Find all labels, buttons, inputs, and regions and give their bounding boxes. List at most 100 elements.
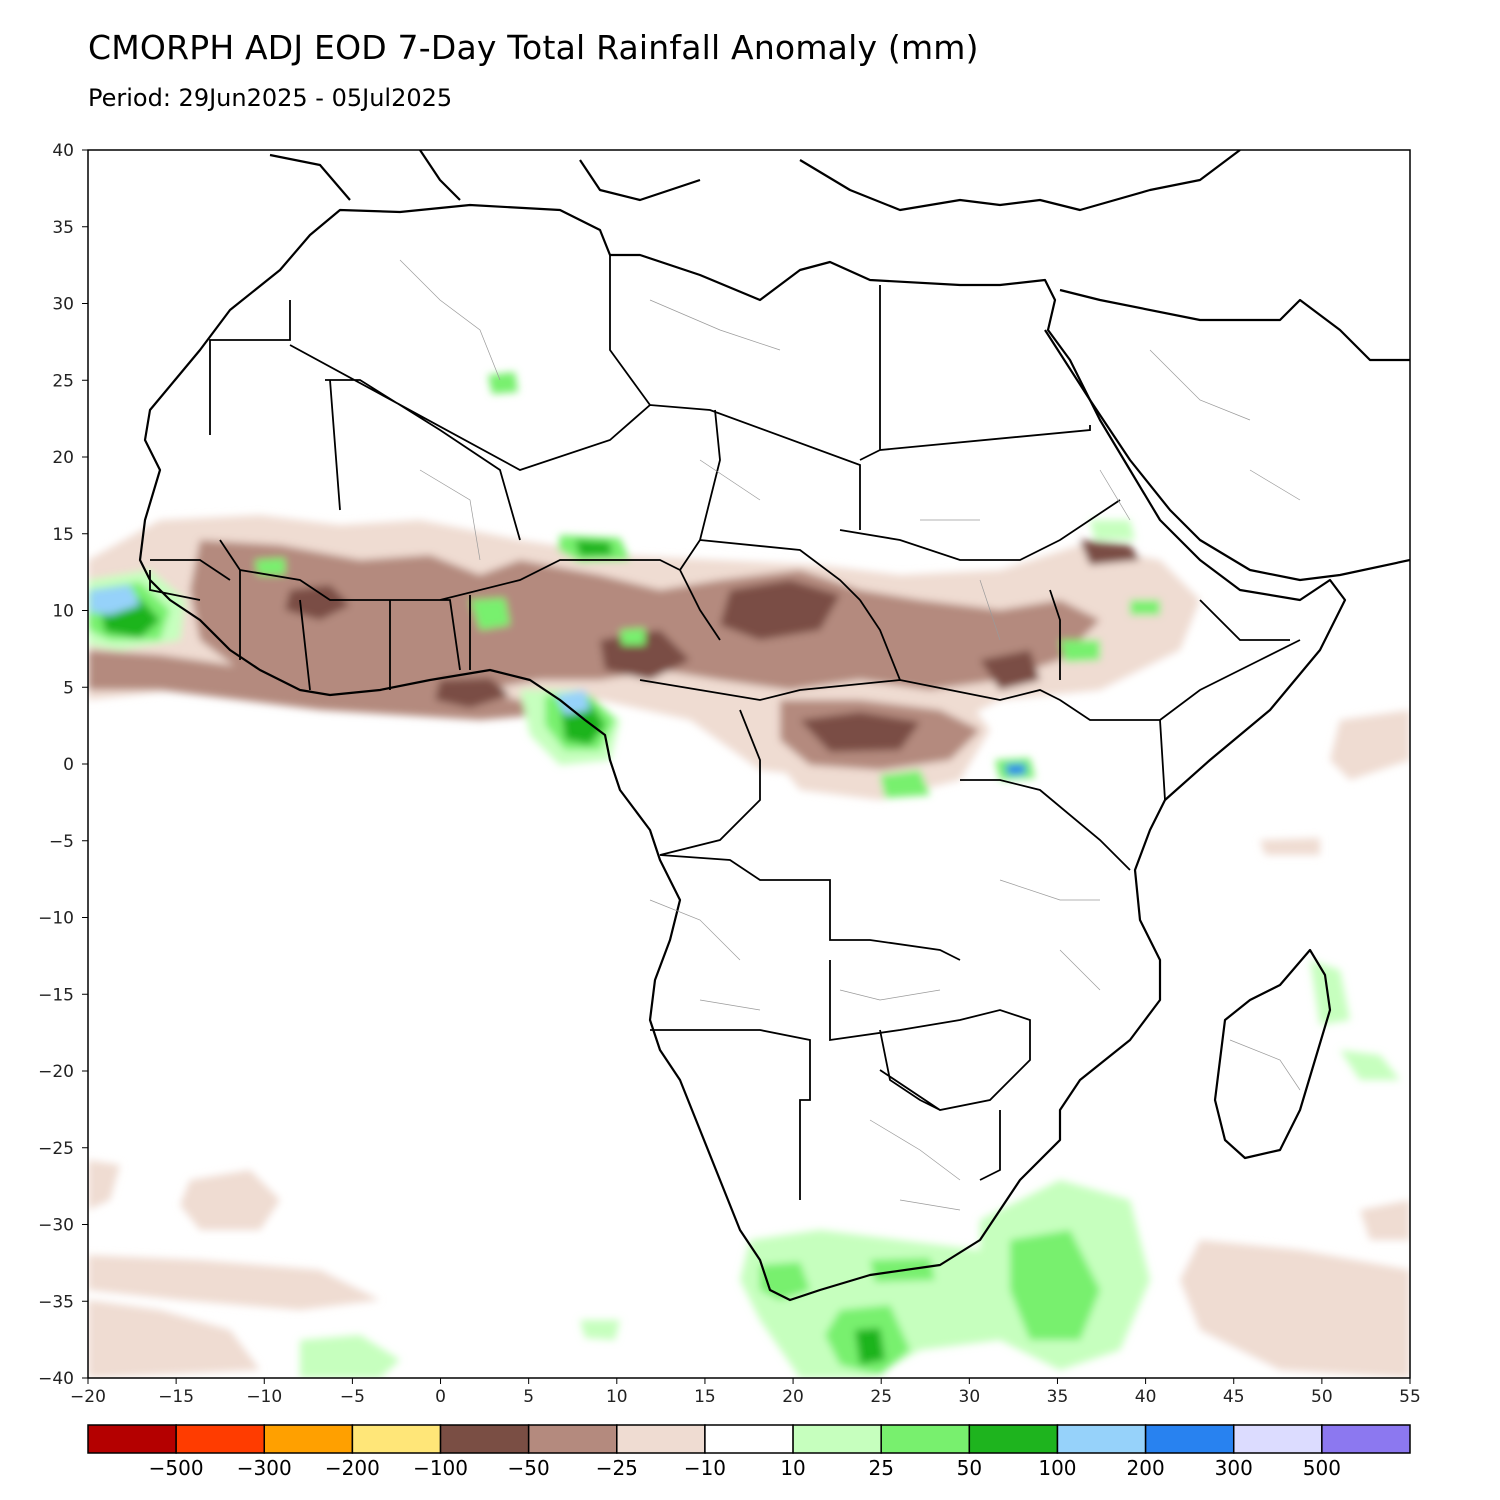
shade-green-sahara bbox=[488, 372, 518, 394]
shade-dark-6 bbox=[1080, 540, 1140, 565]
colorbar-swatch bbox=[968, 1424, 1059, 1454]
lon-tick-label: −20 bbox=[70, 1387, 106, 1407]
lat-tick-label: 0 bbox=[63, 755, 74, 775]
lat-tick-label: −40 bbox=[38, 1369, 74, 1389]
coastlines bbox=[138, 150, 1410, 1302]
colorbar-swatch bbox=[351, 1424, 442, 1454]
shade-green-misc-5 bbox=[1090, 520, 1135, 540]
shade-indian-1 bbox=[1330, 710, 1410, 780]
shade-blue-cameroon bbox=[555, 690, 590, 715]
admin-lines bbox=[399, 259, 1301, 1211]
period-label: Period: 29Jun2025 - 05Jul2025 bbox=[88, 84, 453, 112]
shade-green-misc-3 bbox=[880, 770, 930, 798]
lat-tick-label: 35 bbox=[52, 218, 74, 238]
lat-tick-label: 10 bbox=[52, 602, 74, 622]
africa-coastline bbox=[138, 203, 1347, 1302]
colorbar-label: −500 bbox=[149, 1456, 204, 1480]
shade-dark-3 bbox=[800, 712, 920, 752]
colorbar-label: −25 bbox=[596, 1456, 638, 1480]
lon-tick-label: 50 bbox=[1311, 1387, 1333, 1407]
shade-indian-2 bbox=[1180, 1240, 1410, 1378]
lon-tick-label: 15 bbox=[694, 1387, 716, 1407]
shade-satl-2 bbox=[180, 1170, 280, 1230]
colorbar-label: 500 bbox=[1303, 1456, 1341, 1480]
colorbar-label: −100 bbox=[413, 1456, 468, 1480]
colorbar-swatch bbox=[1232, 1424, 1323, 1454]
arabia-coastline bbox=[1044, 288, 1410, 582]
lat-axis: 40 35 30 25 20 15 10 5 0 −5 −10 −15 −20 −25 −30 −35 −40 bbox=[38, 141, 88, 1389]
lat-tick-label: 5 bbox=[63, 678, 74, 698]
border-lines bbox=[149, 255, 1301, 1200]
colorbar-label: −10 bbox=[684, 1456, 726, 1480]
colorbar-swatch bbox=[175, 1424, 266, 1454]
shade-dark-2 bbox=[435, 678, 510, 708]
lat-tick-label: −5 bbox=[49, 832, 74, 852]
lon-tick-label: 45 bbox=[1223, 1387, 1245, 1407]
colorbar-swatch bbox=[87, 1424, 177, 1454]
shade-indian-4 bbox=[1260, 838, 1320, 855]
colorbar-label: 200 bbox=[1127, 1456, 1165, 1480]
colorbar-swatch bbox=[263, 1424, 354, 1454]
colorbar-swatch bbox=[792, 1424, 882, 1454]
colorbar-swatch bbox=[880, 1424, 971, 1454]
shade-green-ocean-se-mid bbox=[1010, 1230, 1100, 1340]
lat-tick-label: 20 bbox=[52, 448, 74, 468]
colorbar-swatch bbox=[1321, 1424, 1411, 1454]
country-borders bbox=[149, 255, 1301, 1200]
lon-tick-label: 40 bbox=[1135, 1387, 1157, 1407]
colorbar-label: −200 bbox=[325, 1456, 380, 1480]
lon-tick-label: −15 bbox=[158, 1387, 194, 1407]
colorbar-swatch bbox=[616, 1424, 706, 1454]
europe-coastline bbox=[269, 150, 1241, 212]
shade-green-misc-2 bbox=[620, 628, 645, 645]
colorbar-swatch bbox=[1056, 1424, 1147, 1454]
colorbar-swatch bbox=[527, 1424, 618, 1454]
shade-satl-3 bbox=[88, 1300, 260, 1378]
shade-green-indian bbox=[1340, 1050, 1400, 1080]
lon-tick-label: 55 bbox=[1399, 1387, 1421, 1407]
shade-satl-4 bbox=[88, 1255, 380, 1310]
colorbar-label: −50 bbox=[508, 1456, 550, 1480]
lon-tick-label: −10 bbox=[246, 1387, 282, 1407]
lon-tick-label: 25 bbox=[870, 1387, 892, 1407]
shade-green-mada bbox=[1310, 960, 1350, 1025]
colorbar-label: 100 bbox=[1038, 1456, 1076, 1480]
lat-tick-label: 15 bbox=[52, 525, 74, 545]
shade-dark-7 bbox=[980, 650, 1040, 690]
anomaly-shading bbox=[88, 372, 1410, 1378]
shade-green-misc-1 bbox=[255, 558, 285, 575]
lon-tick-label: 5 bbox=[523, 1387, 534, 1407]
shade-green-ocean-s2 bbox=[580, 1320, 620, 1340]
colorbar: −500 −300 −200 −100 −50 −25 −10 10 25 50 100 200 300… bbox=[87, 1424, 1411, 1480]
shade-satl-1 bbox=[88, 1160, 120, 1210]
lat-tick-label: 25 bbox=[52, 371, 74, 391]
lon-tick-label: −5 bbox=[340, 1387, 365, 1407]
colorbar-label: 25 bbox=[868, 1456, 893, 1480]
shade-indian-3 bbox=[1360, 1200, 1410, 1240]
map-title: CMORPH ADJ EOD 7-Day Total Rainfall Anom… bbox=[88, 28, 979, 67]
shade-guinea-mid bbox=[88, 650, 540, 720]
shade-green-ocean-s bbox=[300, 1335, 400, 1378]
colorbar-label: −300 bbox=[237, 1456, 292, 1480]
lat-tick-label: −25 bbox=[38, 1139, 74, 1159]
lon-tick-label: 30 bbox=[959, 1387, 981, 1407]
shade-green-sa-coast bbox=[740, 1230, 1020, 1378]
colorbar-swatch bbox=[1144, 1424, 1235, 1454]
lon-tick-label: 35 bbox=[1047, 1387, 1069, 1407]
shade-green-nigeria-n-dark bbox=[575, 540, 612, 556]
lat-tick-label: −35 bbox=[38, 1292, 74, 1312]
shade-blue-w-coast bbox=[90, 585, 140, 615]
madagascar-coastline bbox=[1213, 948, 1332, 1160]
colorbar-label: 50 bbox=[957, 1456, 982, 1480]
shade-green-misc-6 bbox=[1130, 600, 1160, 615]
shade-blue-lakevic bbox=[1005, 764, 1026, 775]
lat-tick-label: −10 bbox=[38, 909, 74, 929]
shade-sahel-mid bbox=[190, 540, 1100, 690]
lat-tick-label: 30 bbox=[52, 295, 74, 315]
colorbar-swatch bbox=[439, 1424, 530, 1454]
lon-tick-label: 0 bbox=[435, 1387, 446, 1407]
admin-boundaries bbox=[399, 259, 1301, 1211]
lon-tick-label: 10 bbox=[606, 1387, 628, 1407]
lat-tick-label: −30 bbox=[38, 1216, 74, 1236]
